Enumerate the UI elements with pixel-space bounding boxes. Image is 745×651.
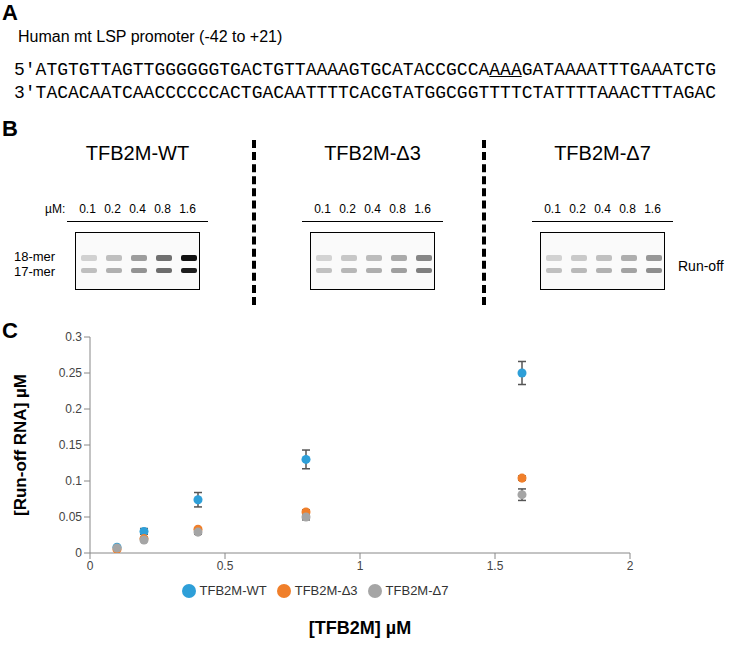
svg-text:0.3: 0.3 — [65, 330, 82, 344]
svg-text:2: 2 — [627, 559, 634, 573]
html-text:17-mer: 17-mer — [14, 264, 56, 279]
html-text:C: C — [2, 318, 18, 343]
html-text:B: B — [2, 116, 18, 141]
html-text:0.2: 0.2 — [104, 202, 121, 216]
html-text:TFB2M-Δ3: TFB2M-Δ3 — [294, 583, 358, 598]
html-text:0.1: 0.1 — [314, 202, 331, 216]
html-text:0.2: 0.2 — [569, 202, 586, 216]
svg-text:1.5: 1.5 — [487, 559, 504, 573]
html-text:0.2: 0.2 — [339, 202, 356, 216]
html-text:[TFB2M] µM: [TFB2M] µM — [308, 618, 412, 638]
html-text:0.1: 0.1 — [79, 202, 96, 216]
svg-text:0.2: 0.2 — [65, 402, 82, 416]
html-text:0.8: 0.8 — [619, 202, 636, 216]
html-text:µM:: µM: — [45, 202, 66, 216]
svg-text:0: 0 — [75, 546, 82, 560]
html-text:1.6: 1.6 — [414, 202, 431, 216]
html-text:TFB2M-Δ3: TFB2M-Δ3 — [324, 142, 421, 164]
html-text:0.4: 0.4 — [594, 202, 611, 216]
html-text:0.4: 0.4 — [129, 202, 146, 216]
html-text:0.1: 0.1 — [544, 202, 561, 216]
svg-text:0.25: 0.25 — [59, 366, 83, 380]
svg-text:0.1: 0.1 — [65, 474, 82, 488]
svg-text:0.15: 0.15 — [59, 438, 83, 452]
svg-text:[Run-off RNA] µM: [Run-off RNA] µM — [11, 374, 30, 516]
html-text:5'ATGTGTTAGTTGGGGGGTGACTGTTAAA: 5'ATGTGTTAGTTGGGGGGTGACTGTTAAAAGTGCATACC… — [14, 60, 717, 80]
html-text:0.4: 0.4 — [364, 202, 381, 216]
html-text:TFB2M-Δ7: TFB2M-Δ7 — [554, 142, 651, 164]
html-text:TFB2M-WT: TFB2M-WT — [85, 142, 190, 164]
html-text:Human mt LSP promoter (-42 to: Human mt LSP promoter (-42 to +21) — [18, 28, 283, 45]
html-text:18-mer: 18-mer — [14, 249, 56, 264]
html-text:0.8: 0.8 — [154, 202, 171, 216]
svg-text:1: 1 — [357, 559, 364, 573]
html-text:Run-off: Run-off — [678, 258, 724, 274]
html-text:3'TACACAATCAACCCCCCACTGACAATTT: 3'TACACAATCAACCCCCCACTGACAATTTTCACGTATGG… — [14, 83, 717, 103]
html-text:1.6: 1.6 — [179, 202, 196, 216]
svg-text:0: 0 — [87, 559, 94, 573]
html-text:TFB2M-WT: TFB2M-WT — [199, 583, 267, 598]
html-text:1.6: 1.6 — [644, 202, 661, 216]
svg-text:0.05: 0.05 — [59, 510, 83, 524]
html-text:0.8: 0.8 — [389, 202, 406, 216]
svg-text:0.5: 0.5 — [217, 559, 234, 573]
html-text:TFB2M-Δ7: TFB2M-Δ7 — [385, 583, 449, 598]
html-text:A: A — [2, 0, 18, 25]
